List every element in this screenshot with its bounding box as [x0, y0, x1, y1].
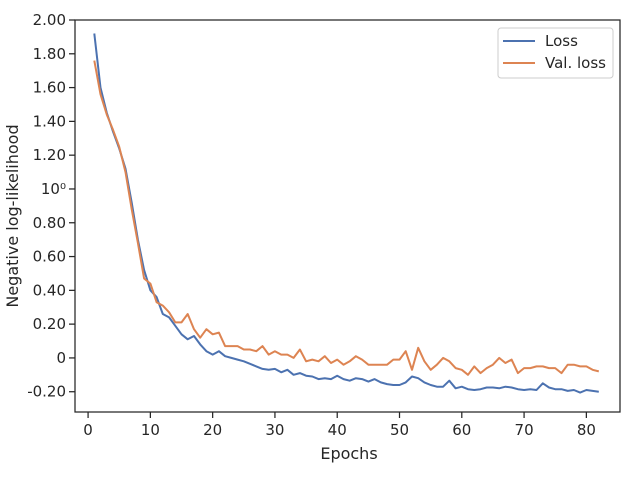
- y-tick-label: -0.20: [27, 383, 66, 401]
- series-line-loss: [93, 33, 599, 394]
- x-tick-label: 80: [577, 421, 596, 439]
- x-tick-label: 0: [83, 421, 93, 439]
- y-tick-label: 2.00: [33, 11, 66, 29]
- y-tick-label: 0.20: [33, 315, 66, 333]
- x-axis-label: Epochs: [320, 444, 377, 463]
- legend-label-val-loss: Val. loss: [545, 54, 606, 72]
- y-tick-label: 0: [56, 349, 66, 367]
- x-tick-label: 10: [141, 421, 160, 439]
- y-axis-label: Negative log-likelihood: [3, 124, 22, 307]
- x-tick-label: 30: [265, 421, 284, 439]
- legend-label-loss: Loss: [545, 32, 578, 50]
- y-tick-label: 10⁰: [41, 180, 66, 198]
- y-tick-label: 1.80: [33, 45, 66, 63]
- x-tick-label: 40: [328, 421, 347, 439]
- y-tick-label: 0.40: [33, 281, 66, 299]
- y-axis: -0.20 0 0.20 0.40 0.60 0.80 10⁰ 1.20 1.40 1.60 1.8…: [27, 11, 75, 401]
- legend: Loss Val. loss: [497, 27, 614, 79]
- y-tick-label: 1.60: [33, 79, 66, 97]
- x-tick-label: 50: [390, 421, 409, 439]
- series-layer: [93, 33, 600, 394]
- y-tick-label: 1.20: [33, 146, 66, 164]
- x-tick-label: 20: [203, 421, 222, 439]
- series-line-val-loss: [93, 60, 600, 376]
- y-tick-label: 1.40: [33, 112, 66, 130]
- x-tick-label: 70: [515, 421, 534, 439]
- y-tick-label: 0.80: [33, 214, 66, 232]
- x-axis: 0 10 20 30 40 50 60 70 80: [83, 412, 596, 439]
- y-tick-label: 0.60: [33, 248, 66, 266]
- x-tick-label: 60: [452, 421, 471, 439]
- plot-area: [74, 19, 621, 413]
